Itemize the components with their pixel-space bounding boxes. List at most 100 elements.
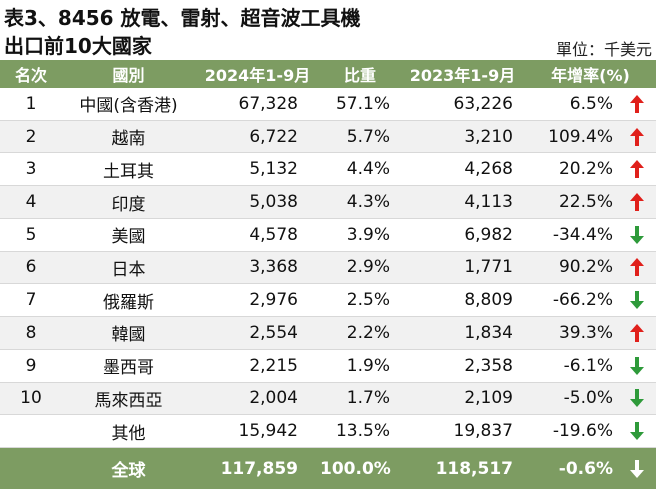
table-cell: 美國 bbox=[111, 227, 146, 248]
up-arrow bbox=[629, 127, 644, 146]
table-row: 9 墨西哥 2,215 1.9% 2,358 -6.1% bbox=[0, 350, 656, 383]
table-cell: 1,834 bbox=[464, 322, 513, 343]
table-cell: 4,113 bbox=[464, 192, 513, 213]
table-cell: 118,517 bbox=[435, 458, 513, 479]
trend-icon bbox=[617, 459, 656, 479]
table-cell: -0.6% bbox=[558, 458, 613, 479]
table-cell: 3 bbox=[25, 159, 37, 180]
table-cell: 國別 bbox=[112, 66, 145, 85]
table-cell: 1,771 bbox=[464, 257, 513, 278]
arrow-shape bbox=[629, 422, 644, 441]
table-cell: 3,368 bbox=[249, 257, 298, 278]
table-cell: 名次 bbox=[14, 66, 47, 85]
table-cell: 6.5% bbox=[569, 93, 613, 114]
table-cell: 8 bbox=[25, 322, 37, 343]
trend-icon bbox=[617, 290, 656, 310]
table-cell: 109.4% bbox=[548, 126, 613, 147]
arrow-shape bbox=[629, 94, 644, 113]
table-cell: 67,328 bbox=[238, 93, 298, 114]
table-cell: 4.3% bbox=[346, 192, 390, 213]
title: 表3、8456 放電、雷射、超音波工具機 bbox=[4, 6, 361, 30]
table-cell: 2023年1-9月 bbox=[409, 66, 516, 85]
table-cell: 2024年1-9月 bbox=[204, 66, 311, 85]
table-cell: 日本 bbox=[111, 259, 146, 280]
table-cell: 5,038 bbox=[249, 192, 298, 213]
table-row: 全球 117,859 100.0% 118,517 -0.6% bbox=[0, 448, 656, 489]
arrow-shape bbox=[629, 389, 644, 408]
up-arrow bbox=[629, 160, 644, 179]
table-cell: 8,809 bbox=[464, 290, 513, 311]
table-row: 10 馬來西亞 2,004 1.7% 2,109 -5.0% bbox=[0, 382, 656, 416]
table-cell: 19,837 bbox=[453, 421, 513, 442]
table-cell: 1.9% bbox=[346, 355, 390, 376]
trend-icon bbox=[617, 257, 656, 277]
unit: 單位：千美元 bbox=[555, 40, 652, 59]
arrow-shape bbox=[629, 225, 644, 244]
table-cell: 比重 bbox=[343, 66, 376, 85]
table-cell: 2.2% bbox=[346, 322, 390, 343]
table-row: 6 日本 3,368 2.9% 1,771 90.2% bbox=[0, 251, 656, 285]
table-cell: 15,942 bbox=[238, 421, 298, 442]
arrow-shape bbox=[629, 193, 644, 212]
down-arrow bbox=[629, 389, 644, 408]
arrow-shape bbox=[629, 459, 644, 478]
table-cell: 2,358 bbox=[464, 355, 513, 376]
table-cell: 3.9% bbox=[346, 224, 390, 245]
table-cell: 90.2% bbox=[558, 257, 613, 278]
arrow-shape bbox=[629, 356, 644, 375]
table-cell: 1.7% bbox=[346, 388, 390, 409]
table-cell: 墨西哥 bbox=[103, 358, 154, 379]
table-cell: 2,554 bbox=[249, 322, 298, 343]
table-cell: 63,226 bbox=[453, 93, 513, 114]
table-row: 1 中國(含香港) 67,328 57.1% 63,226 6.5% bbox=[0, 88, 656, 121]
table-cell: 6 bbox=[25, 257, 37, 278]
table-cell: 全球 bbox=[111, 461, 146, 481]
table-cell: 10 bbox=[20, 388, 42, 409]
up-arrow bbox=[629, 323, 644, 342]
table-cell: 韓國 bbox=[111, 325, 146, 346]
trend-icon bbox=[617, 356, 656, 376]
table-cell: 2,109 bbox=[464, 388, 513, 409]
table-cell: 39.3% bbox=[558, 322, 613, 343]
table-cell: 越南 bbox=[111, 129, 146, 150]
trend-icon bbox=[617, 388, 656, 408]
table-cell: 2,215 bbox=[249, 355, 298, 376]
table-row: 其他 15,942 13.5% 19,837 -19.6% bbox=[0, 415, 656, 448]
table-cell: 5 bbox=[25, 224, 37, 245]
down-arrow bbox=[629, 422, 644, 441]
table-cell: 6,982 bbox=[464, 224, 513, 245]
table-cell: -6.1% bbox=[563, 355, 613, 376]
trend-icon bbox=[617, 421, 656, 441]
arrow-shape bbox=[629, 127, 644, 146]
trend-icon bbox=[617, 192, 656, 212]
table-cell: 2,976 bbox=[249, 290, 298, 311]
trend-icon bbox=[617, 127, 656, 147]
trend-icon bbox=[617, 225, 656, 245]
up-arrow bbox=[629, 193, 644, 212]
down-arrow bbox=[629, 459, 644, 478]
subtitle: 出口前10大國家 bbox=[4, 34, 152, 58]
arrow-shape bbox=[629, 258, 644, 277]
table-cell: 22.5% bbox=[558, 192, 613, 213]
table-cell: 2.5% bbox=[346, 290, 390, 311]
arrow-shape bbox=[629, 160, 644, 179]
table-cell: 2 bbox=[25, 126, 37, 147]
table-cell: 5,132 bbox=[249, 159, 298, 180]
table-row: 名次 國別 2024年1-9月 比重 2023年1-9月 年增率(%) bbox=[0, 60, 656, 88]
table-row: 4 印度 5,038 4.3% 4,113 22.5% bbox=[0, 186, 656, 219]
table-row: 3 土耳其 5,132 4.4% 4,268 20.2% bbox=[0, 153, 656, 187]
table-cell: 13.5% bbox=[335, 421, 390, 442]
table-cell: 20.2% bbox=[558, 159, 613, 180]
table-cell: 其他 bbox=[111, 423, 146, 444]
trend-icon bbox=[617, 323, 656, 343]
table-cell: 馬來西亞 bbox=[94, 390, 163, 411]
table-cell: 俄羅斯 bbox=[103, 292, 154, 313]
table-cell: 9 bbox=[25, 355, 37, 376]
table-row: 5 美國 4,578 3.9% 6,982 -34.4% bbox=[0, 219, 656, 252]
trend-icon bbox=[617, 159, 656, 179]
table-cell: 7 bbox=[25, 290, 37, 311]
table-cell: 3,210 bbox=[464, 126, 513, 147]
trend-icon bbox=[617, 94, 656, 114]
table-cell: -34.4% bbox=[552, 224, 613, 245]
